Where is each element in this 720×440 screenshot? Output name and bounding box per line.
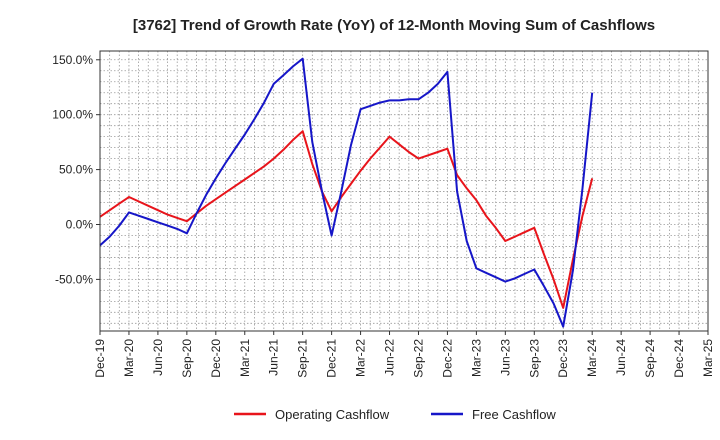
x-tick-label: Jun-20 <box>151 339 165 376</box>
y-tick-label: -50.0% <box>55 272 93 286</box>
x-tick-label: Dec-19 <box>93 339 107 378</box>
legend-label: Operating Cashflow <box>275 407 390 422</box>
y-tick-label: 150.0% <box>52 53 93 67</box>
y-tick-label: 100.0% <box>52 108 93 122</box>
x-tick-label: Sep-23 <box>527 339 541 378</box>
x-tick-label: Mar-24 <box>585 339 599 377</box>
series-layer <box>99 57 594 328</box>
free-cashflow-line <box>99 57 594 328</box>
x-tick-label: Jun-24 <box>614 339 628 376</box>
grid-layer <box>99 51 709 331</box>
x-tick-label: Sep-22 <box>411 339 425 378</box>
chart-title: [3762] Trend of Growth Rate (YoY) of 12-… <box>133 17 655 34</box>
x-tick-label: Jun-22 <box>383 339 397 376</box>
x-tick-label: Mar-23 <box>469 339 483 377</box>
x-tick-label: Mar-25 <box>701 339 715 377</box>
plot-area-border <box>99 50 709 332</box>
x-tick-label: Dec-24 <box>672 339 686 378</box>
y-tick-label: 50.0% <box>59 163 93 177</box>
operating-cashflow-line <box>99 130 594 309</box>
x-tick-label: Sep-24 <box>643 339 657 378</box>
x-tick-label: Dec-21 <box>325 339 339 378</box>
axis-layer: 150.0% 100.0% 50.0% 0.0% -50.0% Dec-19 Mar-20 J… <box>52 50 715 378</box>
x-tick-label: Dec-20 <box>209 339 223 378</box>
x-tick-label: Jun-23 <box>498 339 512 376</box>
x-tick-label: Mar-21 <box>238 339 252 377</box>
x-tick-label: Mar-22 <box>354 339 368 377</box>
x-tick-label: Sep-20 <box>180 339 194 378</box>
x-tick-label: Jun-21 <box>267 339 281 376</box>
y-tick-label: 0.0% <box>66 217 94 231</box>
x-tick-label: Mar-20 <box>122 339 136 377</box>
legend: Operating Cashflow Free Cashflow <box>234 407 556 422</box>
x-tick-label: Sep-21 <box>296 339 310 378</box>
legend-label: Free Cashflow <box>472 407 556 422</box>
x-tick-label: Dec-23 <box>556 339 570 378</box>
x-tick-label: Dec-22 <box>440 339 454 378</box>
